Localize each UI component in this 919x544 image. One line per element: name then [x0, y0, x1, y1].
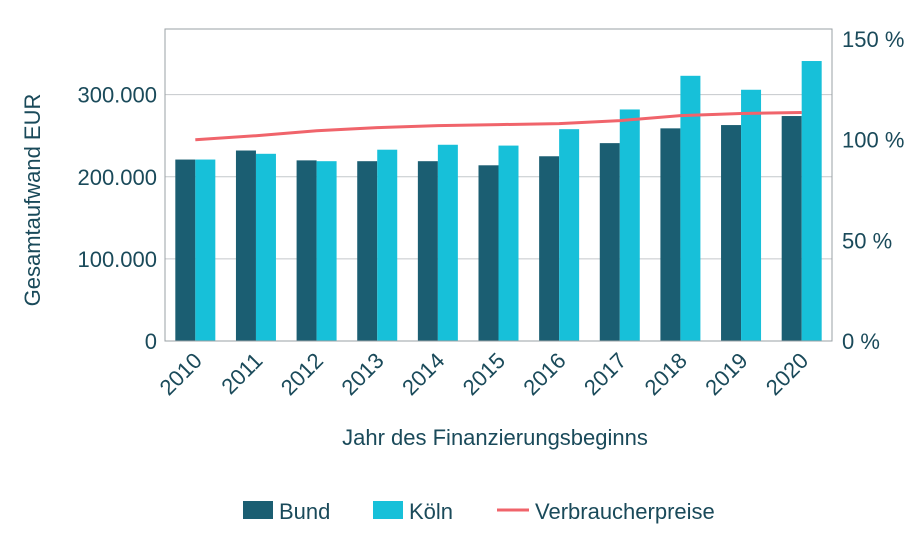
bar-köln [255, 153, 276, 341]
bar-köln [316, 161, 337, 341]
x-tick-label: 2014 [397, 348, 449, 400]
legend-label: Verbraucherpreise [535, 499, 715, 524]
plot-frame [164, 28, 833, 342]
bar-bund [357, 161, 378, 341]
bar-köln [801, 61, 822, 341]
x-axis-title: Jahr des Finanzierungsbeginns [342, 425, 648, 450]
x-tick-label: 2017 [579, 348, 631, 400]
bar-bund [175, 159, 196, 341]
bar-bund [660, 128, 681, 341]
bar-bund [478, 165, 499, 341]
bar-bund [781, 116, 802, 341]
y-tick-label: 100.000 [77, 247, 157, 272]
y2-tick-label: 150 % [842, 27, 904, 52]
bar-bund [296, 160, 317, 341]
x-tick-label: 2016 [518, 348, 570, 400]
bar-bund [599, 143, 620, 341]
bar-bund [417, 161, 438, 341]
legend: Bund Köln Verbraucherpreise [243, 499, 715, 524]
x-tick-label: 2018 [640, 348, 692, 400]
y2-tick-label: 50 % [842, 228, 892, 253]
bar-köln [437, 144, 458, 341]
x-tick-label: 2010 [155, 348, 207, 400]
line-series [195, 111, 802, 142]
legend-label: Bund [279, 499, 330, 524]
y-tick-label: 300.000 [77, 83, 157, 108]
bar-köln [498, 145, 519, 341]
y-axis-left: 0 100.000 200.000 300.000 [77, 83, 157, 354]
bar-bund [539, 156, 560, 341]
x-tick-label: 2012 [276, 348, 328, 400]
bar-köln [741, 89, 762, 341]
cpi-line [195, 111, 802, 142]
bar-köln [559, 129, 580, 341]
bar-bund [235, 150, 256, 341]
x-tick-label: 2011 [216, 348, 267, 399]
x-tick-label: 2013 [336, 348, 388, 400]
bar-bund [721, 125, 742, 341]
y-axis-right: 0 % 50 % 100 % 150 % [842, 27, 904, 354]
bar-köln [619, 109, 640, 341]
legend-swatch [373, 501, 403, 519]
legend-swatch [243, 501, 273, 519]
x-tick-label: 2020 [761, 348, 813, 400]
legend-label: Köln [409, 499, 453, 524]
y-tick-label: 200.000 [77, 165, 157, 190]
y-axis-title: Gesamtaufwand EUR [20, 94, 45, 307]
x-axis: 2010 2011 2012 2013 2014 2015 2016 2017 2018 2019… [155, 348, 814, 400]
y2-tick-label: 0 % [842, 329, 880, 354]
x-tick-label: 2015 [458, 348, 510, 400]
bar-köln [195, 159, 216, 341]
bar-köln [680, 75, 701, 342]
bar-köln [377, 149, 398, 341]
bars [175, 61, 822, 342]
x-tick-label: 2019 [700, 348, 752, 400]
y2-tick-label: 100 % [842, 128, 904, 153]
y-tick-label: 0 [145, 329, 157, 354]
